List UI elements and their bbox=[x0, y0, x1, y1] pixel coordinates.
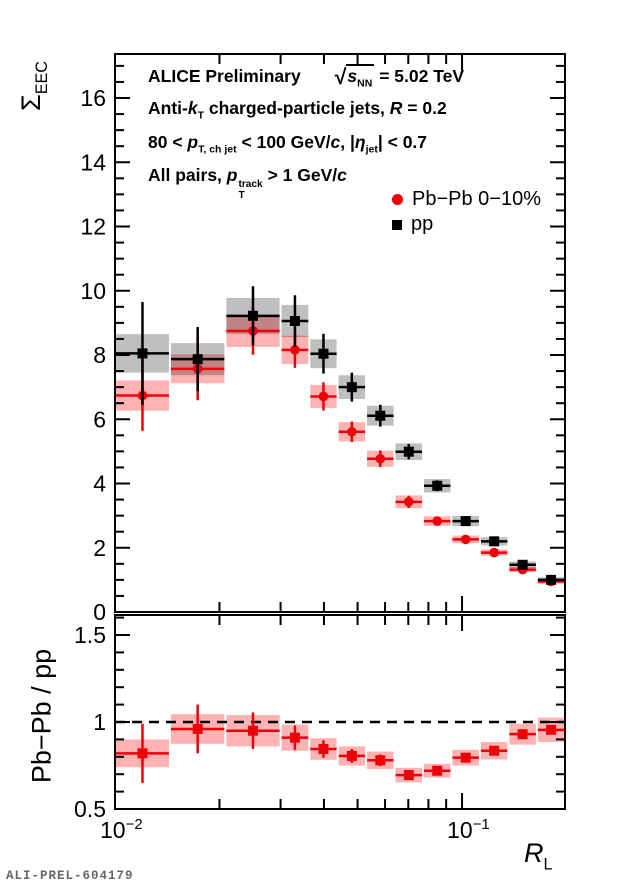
svg-text:1: 1 bbox=[93, 709, 106, 735]
svg-text:0.5: 0.5 bbox=[74, 796, 106, 822]
svg-text:2: 2 bbox=[93, 535, 106, 561]
legend: Pb−Pb 0−10% pp bbox=[392, 187, 541, 237]
pp-marker-icon bbox=[392, 219, 402, 230]
svg-text:1.5: 1.5 bbox=[74, 622, 106, 648]
legend-item-pbpb: Pb−Pb 0−10% bbox=[392, 187, 541, 212]
svg-text:10: 10 bbox=[80, 278, 106, 304]
series-ratio bbox=[116, 704, 565, 783]
svg-text:4: 4 bbox=[93, 471, 106, 497]
svg-text:14: 14 bbox=[80, 149, 106, 175]
y-axis-title-ratio: Pb−Pb / pp bbox=[26, 648, 57, 784]
figure-id-watermark: ALI-PREL-604179 bbox=[6, 869, 134, 883]
annotation-pt-eta: 80 < pT, ch jet < 100 GeV/c, |ηjet| < 0.… bbox=[148, 132, 428, 156]
svg-text:10−2: 10−2 bbox=[100, 816, 143, 843]
y-axis-title-eec: ΣEEC bbox=[15, 61, 52, 111]
axis-ticks: 0 2 4 6 8 10 12 14 16 0.5 1 1.5 bbox=[74, 55, 564, 822]
frames bbox=[114, 53, 566, 810]
pbpb-marker-icon bbox=[392, 194, 403, 205]
legend-label-pbpb: Pb−Pb 0−10% bbox=[412, 188, 541, 210]
annotation-pairs: All pairs, p track T > 1 GeV/c bbox=[148, 165, 347, 201]
annotation-alice-energy: ALICE Preliminary √sNN = 5.02 TeV bbox=[148, 64, 464, 90]
svg-text:0: 0 bbox=[93, 599, 106, 625]
svg-text:6: 6 bbox=[93, 406, 106, 432]
x-tick-labels: 10−2 10−1 bbox=[100, 816, 490, 843]
x-axis-title: RL bbox=[524, 838, 553, 874]
svg-text:10−1: 10−1 bbox=[447, 816, 490, 843]
svg-text:12: 12 bbox=[80, 214, 106, 240]
svg-text:8: 8 bbox=[93, 342, 106, 368]
annotation-jets: Anti-kT charged-particle jets, R = 0.2 bbox=[148, 98, 447, 122]
legend-item-pp: pp bbox=[392, 212, 541, 237]
svg-text:16: 16 bbox=[80, 85, 106, 111]
series-pp-top bbox=[116, 286, 565, 585]
legend-label-pp: pp bbox=[411, 213, 434, 235]
